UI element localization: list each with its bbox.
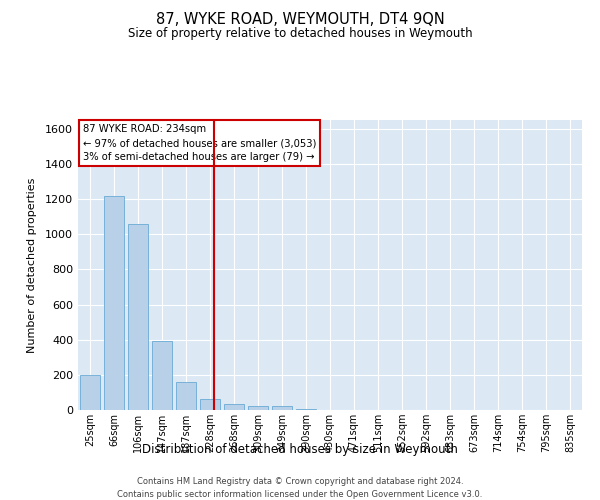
Text: Contains HM Land Registry data © Crown copyright and database right 2024.: Contains HM Land Registry data © Crown c… xyxy=(137,478,463,486)
Text: Distribution of detached houses by size in Weymouth: Distribution of detached houses by size … xyxy=(142,442,458,456)
Bar xyxy=(104,196,124,410)
Bar xyxy=(248,406,268,410)
Bar xyxy=(176,382,196,410)
Bar xyxy=(80,375,100,410)
Bar xyxy=(296,409,316,410)
Bar xyxy=(152,340,172,410)
Bar xyxy=(272,406,292,410)
Text: Contains public sector information licensed under the Open Government Licence v3: Contains public sector information licen… xyxy=(118,490,482,499)
Bar xyxy=(224,404,244,410)
Text: Size of property relative to detached houses in Weymouth: Size of property relative to detached ho… xyxy=(128,28,472,40)
Text: 87 WYKE ROAD: 234sqm
← 97% of detached houses are smaller (3,053)
3% of semi-det: 87 WYKE ROAD: 234sqm ← 97% of detached h… xyxy=(83,124,316,162)
Text: 87, WYKE ROAD, WEYMOUTH, DT4 9QN: 87, WYKE ROAD, WEYMOUTH, DT4 9QN xyxy=(155,12,445,28)
Bar xyxy=(200,398,220,410)
Y-axis label: Number of detached properties: Number of detached properties xyxy=(26,178,37,352)
Bar xyxy=(128,224,148,410)
